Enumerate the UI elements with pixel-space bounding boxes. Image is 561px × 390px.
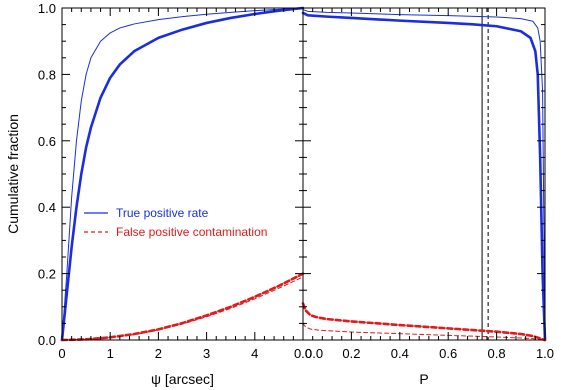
panel-psi-series [60,6,305,342]
panel-psi: 0 1 2 3 4 0.0 ψ [arcsec] [58,6,312,387]
panel-p-series [301,8,547,342]
x-tick-label: 0.0 [305,346,323,361]
x-tick-label: 0.6 [439,346,457,361]
y-tick-label: 0.6 [38,134,56,149]
y-tick-label: 0.0 [38,333,56,348]
legend-label-true-positive: True positive rate [116,206,209,220]
true-positive-line-thick [60,6,305,342]
panel-psi-ticks [61,7,304,341]
true-positive-line-thin [61,7,304,341]
true-positive-line-thin [302,9,546,341]
panel-psi-xlabel: ψ [arcsec] [151,371,214,387]
panel-p-ticks [302,7,546,341]
panel-p-tick-labels: 0.0 0.2 0.4 0.6 0.8 1.0 [305,346,554,361]
x-tick-label: 0.8 [488,346,506,361]
false-positive-line-thick [60,272,305,342]
true-positive-line-thick [301,11,547,342]
y-axis-tick-labels: 0.0 0.2 0.4 0.6 0.8 1.0 [38,1,56,348]
x-tick-label: 0.2 [342,346,360,361]
legend-label-false-positive: False positive contamination [116,225,267,239]
panel-p: 0.0 0.2 0.4 0.6 0.8 1.0 P [301,7,554,387]
panel-psi-tick-labels: 0 1 2 3 4 0.0 [58,346,312,361]
x-tick-label: 0.0 [294,346,312,361]
legend: True positive rate False positive contam… [84,206,267,239]
y-axis-title: Cumulative fraction [5,114,21,234]
false-positive-line-thick [301,302,547,342]
false-positive-line-thin [302,322,546,341]
panel-p-xlabel: P [419,371,428,387]
y-tick-label: 1.0 [38,1,56,16]
y-tick-label: 0.2 [38,267,56,282]
x-tick-label: 2 [155,346,162,361]
x-tick-label: 4 [251,346,258,361]
x-tick-label: 1 [107,346,114,361]
y-tick-label: 0.4 [38,200,56,215]
x-tick-label: 1.0 [536,346,554,361]
y-tick-label: 0.8 [38,67,56,82]
x-tick-label: 3 [203,346,210,361]
x-tick-label: 0.4 [391,346,409,361]
x-tick-label: 0 [58,346,65,361]
